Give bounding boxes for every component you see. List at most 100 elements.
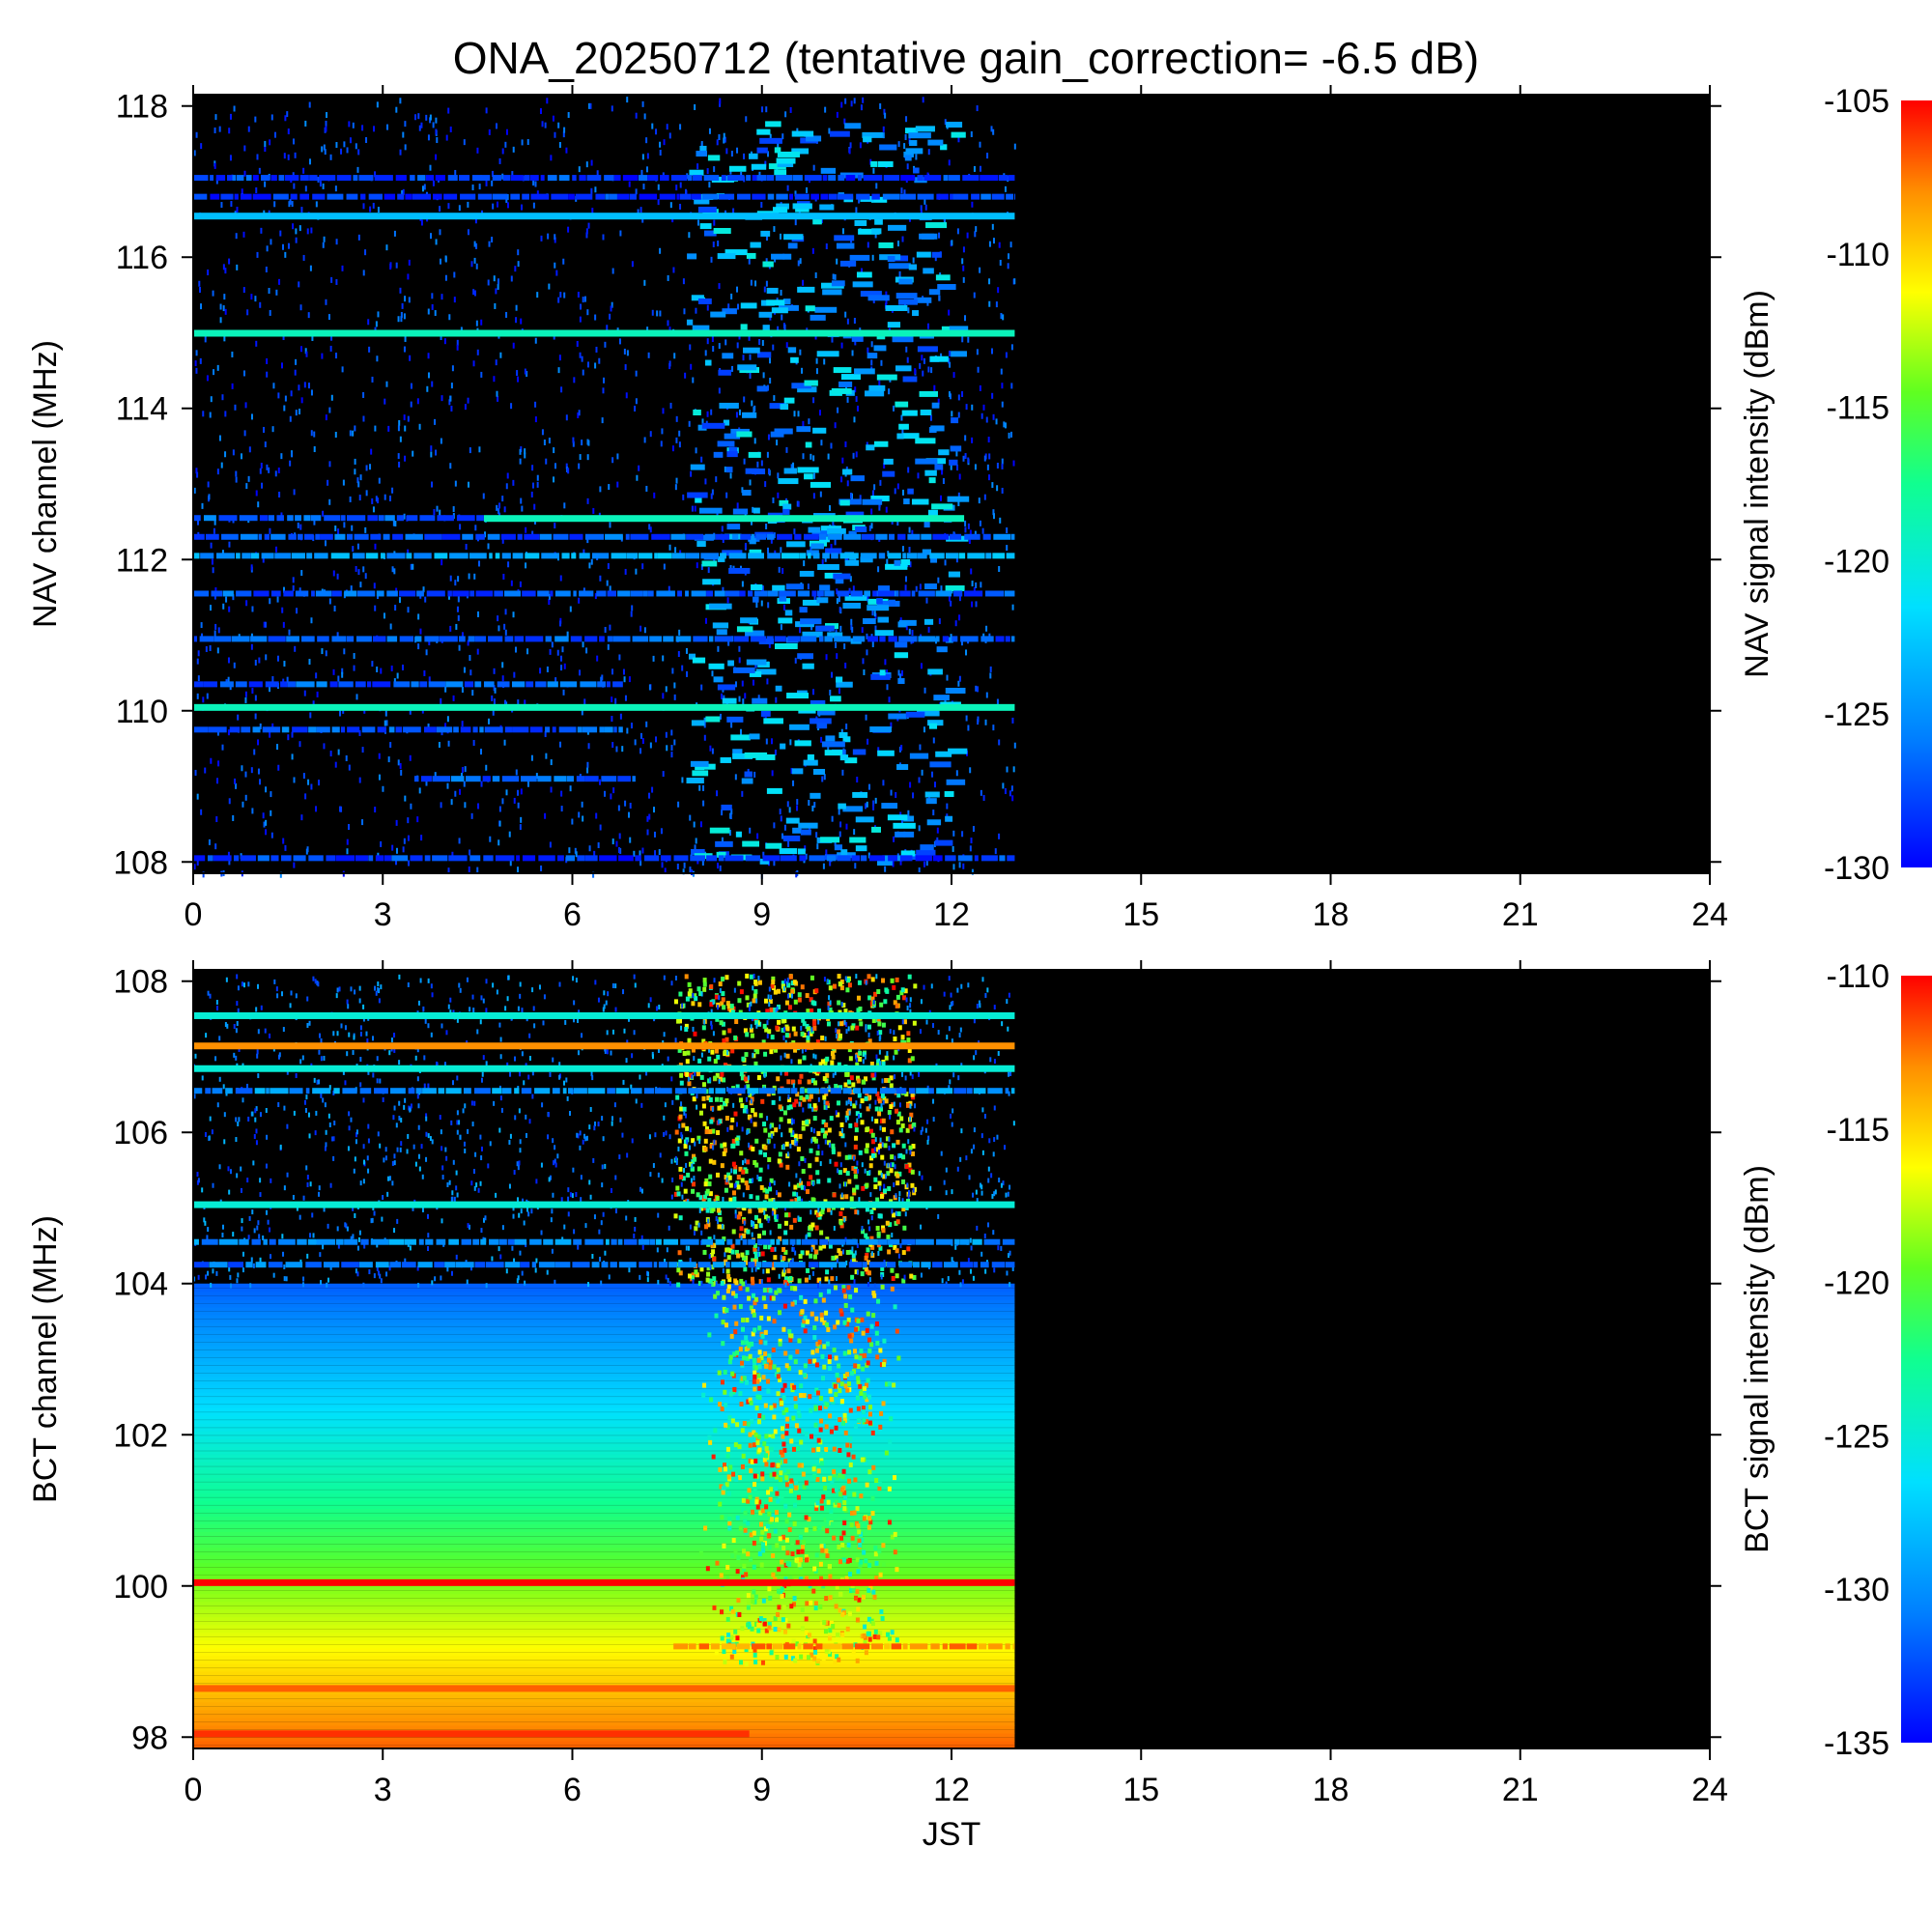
heatmap-cell [830,1479,835,1485]
heatmap-cell [985,625,988,632]
heatmap-cell [877,1486,882,1492]
channel-band-segment [522,193,529,200]
channel-band-segment [501,553,511,559]
heatmap-cell [560,806,563,812]
heatmap-cell [206,375,209,382]
heatmap-cell [843,1430,848,1435]
heatmap-row [193,1651,1015,1657]
heatmap-cell [289,460,292,467]
heatmap-cell [275,546,278,553]
heatmap-cell [600,676,603,683]
heatmap-cell [748,1442,753,1448]
heatmap-cell [456,344,459,351]
heatmap-cell [660,440,663,447]
heatmap-cell [713,166,716,173]
heatmap-cell [817,1009,822,1014]
heatmap-cell [217,627,220,634]
heatmap-cell [997,287,1000,294]
channel-band-segment [312,193,326,200]
heatmap-cell [621,746,624,753]
heatmap-cell [374,605,377,611]
heatmap-cell [417,613,420,620]
heatmap-cell [943,217,946,224]
heatmap-cell [874,232,877,239]
heatmap-cell [713,1059,718,1065]
heatmap-cell [879,102,882,109]
heatmap-cell [874,218,883,225]
heatmap-cell [853,98,856,104]
heatmap-cell [836,1632,840,1637]
heatmap-cell [991,223,994,230]
heatmap-cell [805,1250,810,1256]
heatmap-cell [852,1103,857,1109]
heatmap-cell [746,1229,751,1235]
heatmap-cell [258,167,261,174]
heatmap-cell [754,1621,759,1627]
heatmap-cell [866,1631,870,1636]
heatmap-cell [349,137,352,144]
heatmap-cell [202,871,205,878]
heatmap-cell [842,1506,847,1512]
channel-band-segment [419,681,428,688]
heatmap-cell [794,1641,799,1647]
channel-band-segment [605,533,623,540]
heatmap-cell [771,1513,776,1519]
heatmap-cell [860,556,873,563]
channel-band-segment [250,636,268,642]
heatmap-cell [196,693,199,699]
heatmap-row [193,1674,1015,1680]
heatmap-cell [1006,766,1009,773]
heatmap-cell [757,1499,762,1505]
heatmap-cell [619,230,622,237]
heatmap-cell [882,780,885,786]
heatmap-cell [563,127,566,133]
channel-band-segment [386,590,398,597]
heatmap-cell [276,655,279,662]
heatmap-cell [812,397,815,404]
heatmap-cell [789,1382,794,1388]
heatmap-cell [536,474,539,481]
heatmap-row [193,1392,1015,1397]
heatmap-cell [1001,463,1004,469]
heatmap-cell [227,729,230,736]
heatmap-cell [941,469,944,475]
heatmap-cell [807,1096,811,1102]
heatmap-cell [195,367,198,374]
channel-band-segment [572,175,577,182]
heatmap-cell [474,525,477,531]
heatmap-cell [195,468,198,474]
heatmap-cell [694,1226,698,1232]
heatmap-cell [194,769,197,776]
channel-band-segment [867,636,879,642]
heatmap-cell [964,520,967,526]
channel-band-segment [677,590,682,597]
heatmap-cell [784,1482,789,1488]
heatmap-cell [689,867,692,873]
heatmap-cell [880,1154,885,1160]
heatmap-cell [720,1406,724,1411]
heatmap-cell [882,126,885,132]
channel-band-segment [539,533,553,540]
channel-band-segment [837,590,849,597]
heatmap-cell [922,370,924,377]
heatmap-cell [895,1567,899,1573]
heatmap-cell [703,717,706,724]
heatmap-cell [724,466,726,472]
channel-band-segment [380,553,385,559]
heatmap-cell [428,676,431,683]
heatmap-cell [377,497,380,504]
heatmap-cell [965,715,968,722]
heatmap-cell [843,1009,848,1014]
channel-band-segment [360,193,366,200]
heatmap-cell [777,1627,781,1633]
heatmap-cell [264,146,267,153]
heatmap-cell [885,1381,890,1387]
heatmap-cell [610,305,612,312]
heatmap-cell [497,278,499,285]
channel-band-segment [281,726,290,733]
heatmap-cell [207,270,210,276]
heatmap-cell [772,344,775,351]
heatmap-cell [283,661,286,668]
heatmap-cell [715,840,733,847]
channel-band-segment [435,175,446,182]
